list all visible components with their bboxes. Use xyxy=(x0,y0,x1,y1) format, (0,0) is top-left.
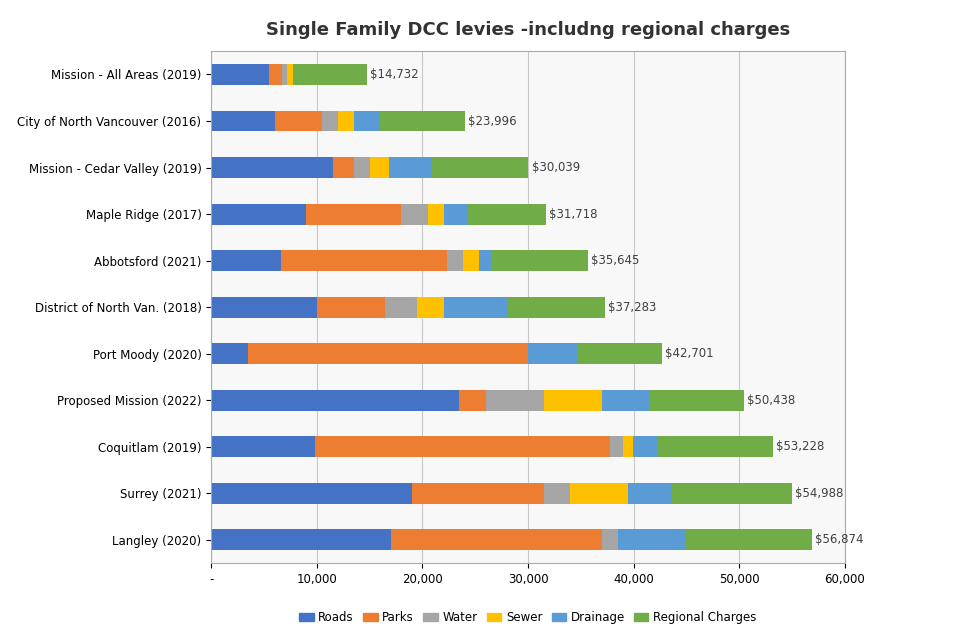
Bar xyxy=(479,250,492,271)
Bar xyxy=(507,297,605,317)
Bar xyxy=(248,343,528,364)
Bar xyxy=(492,250,588,271)
Bar xyxy=(628,483,670,504)
Text: $56,874: $56,874 xyxy=(815,533,863,547)
Bar xyxy=(446,250,463,271)
Bar xyxy=(444,204,467,225)
Text: $30,039: $30,039 xyxy=(532,161,580,174)
Bar xyxy=(211,436,315,458)
Bar xyxy=(602,390,649,411)
Bar xyxy=(431,157,528,178)
Bar xyxy=(657,436,774,458)
Text: $37,283: $37,283 xyxy=(608,301,657,314)
Bar xyxy=(269,64,282,85)
Bar xyxy=(412,483,543,504)
Bar xyxy=(281,250,446,271)
Bar xyxy=(602,529,617,550)
Bar xyxy=(322,111,338,131)
Title: Single Family DCC levies -includng regional charges: Single Family DCC levies -includng regio… xyxy=(266,20,790,38)
Bar xyxy=(543,483,570,504)
Bar xyxy=(317,297,385,317)
Bar xyxy=(380,111,465,131)
Bar xyxy=(543,390,602,411)
Bar xyxy=(385,297,417,317)
Bar xyxy=(401,204,427,225)
Bar xyxy=(211,390,459,411)
Bar xyxy=(353,157,370,178)
Bar xyxy=(623,436,633,458)
Bar xyxy=(211,111,275,131)
Bar xyxy=(306,204,401,225)
Bar xyxy=(578,343,662,364)
Bar xyxy=(211,250,281,271)
Bar xyxy=(611,436,623,458)
Bar xyxy=(275,111,322,131)
Bar xyxy=(293,64,367,85)
Bar xyxy=(211,343,248,364)
Text: $35,645: $35,645 xyxy=(590,254,639,267)
Bar xyxy=(463,250,479,271)
Bar xyxy=(528,343,578,364)
Bar xyxy=(633,436,657,458)
Bar xyxy=(670,483,792,504)
Bar xyxy=(417,297,444,317)
Bar xyxy=(211,529,391,550)
Bar xyxy=(211,64,269,85)
Bar xyxy=(211,157,332,178)
Bar xyxy=(282,64,287,85)
Bar xyxy=(649,390,744,411)
Text: $42,701: $42,701 xyxy=(665,348,714,360)
Bar xyxy=(315,436,611,458)
Bar xyxy=(287,64,293,85)
Bar xyxy=(211,297,317,317)
Bar xyxy=(459,390,486,411)
Bar xyxy=(427,204,444,225)
Text: $53,228: $53,228 xyxy=(777,440,825,453)
Bar xyxy=(389,157,431,178)
Bar xyxy=(211,204,306,225)
Bar xyxy=(211,483,412,504)
Bar xyxy=(618,529,686,550)
Bar xyxy=(570,483,629,504)
Bar xyxy=(467,204,546,225)
Bar xyxy=(332,157,353,178)
Bar xyxy=(486,390,543,411)
Bar xyxy=(353,111,380,131)
Text: $14,732: $14,732 xyxy=(370,68,419,81)
Bar xyxy=(444,297,507,317)
Text: $31,718: $31,718 xyxy=(549,207,598,221)
Legend: Roads, Parks, Water, Sewer, Drainage, Regional Charges: Roads, Parks, Water, Sewer, Drainage, Re… xyxy=(295,607,761,629)
Text: $50,438: $50,438 xyxy=(747,394,795,407)
Bar xyxy=(338,111,353,131)
Bar xyxy=(370,157,389,178)
Bar xyxy=(391,529,602,550)
Bar xyxy=(686,529,812,550)
Text: $54,988: $54,988 xyxy=(795,487,844,500)
Text: $23,996: $23,996 xyxy=(468,115,516,127)
